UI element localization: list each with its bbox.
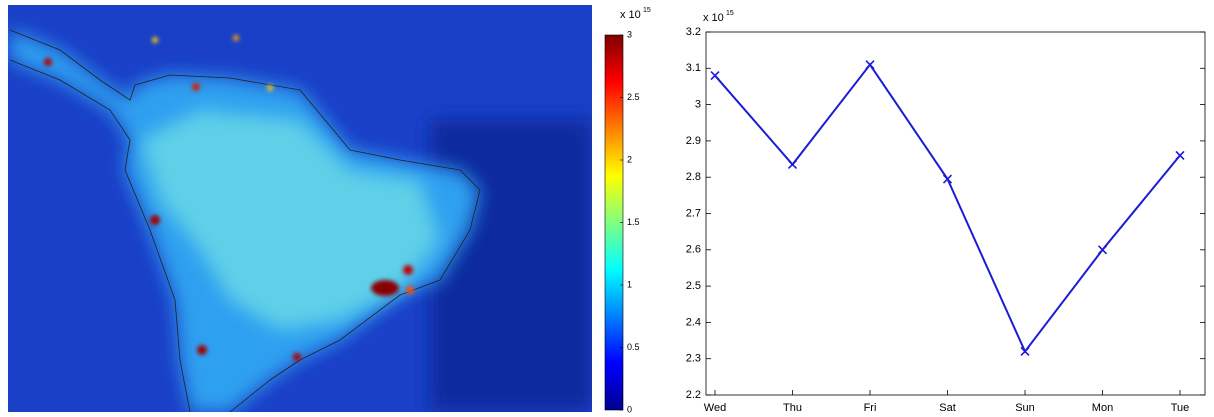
data-line: [714, 62, 1181, 354]
x-tick-label: Sat: [939, 402, 956, 414]
data-marker: [1097, 245, 1108, 255]
data-marker: [1175, 150, 1185, 160]
data-marker: [787, 159, 798, 170]
land-bright: [140, 110, 440, 330]
hotspots: [44, 35, 414, 361]
x-tick-label: Mon: [1092, 402, 1113, 414]
y-tick-label: 2.9: [686, 135, 701, 147]
ocean-dark: [430, 120, 592, 412]
x-tick-label: Tue: [1171, 402, 1190, 414]
colorbar-tick-label: 2: [627, 154, 632, 164]
y-tick-label: 2.2: [686, 389, 701, 401]
colorbar-tick-label: 0: [627, 404, 632, 414]
colorbar-tick-label: 1: [627, 279, 632, 289]
data-marker: [710, 70, 720, 81]
line-chart: 2.2 2.3 2.4 2.5 2.6 2.7 2.8 2.9 3 3.1 3.2 Wed Thu Fri…: [686, 10, 1206, 414]
y-tick-label: 3.2: [686, 26, 701, 38]
plot-frame: [705, 31, 1206, 396]
data-marker: [1020, 346, 1030, 357]
y-tick-label: 2.3: [686, 353, 701, 365]
x-tick-label: Sun: [1015, 402, 1035, 414]
colorbar-tick-label: 2.5: [627, 92, 640, 102]
y-tick-label: 2.5: [686, 280, 701, 292]
data-marker: [865, 60, 875, 70]
y-tick-label: 2.6: [686, 244, 701, 256]
y-tick-label: 2.4: [686, 316, 701, 328]
colorbar-tick-label: 3: [627, 29, 632, 39]
multiplier-exponent: 15: [726, 10, 734, 17]
y-tick-label: 2.8: [686, 171, 701, 183]
map: [8, 5, 592, 412]
y-tick-label: 3.1: [686, 62, 701, 74]
y-tick-label: 3: [695, 99, 701, 111]
x-tick-label: Wed: [704, 402, 726, 414]
multiplier-base: x 10: [703, 12, 724, 24]
multiplier-base: x 10: [620, 9, 641, 21]
coastline: [9, 29, 481, 412]
multiplier-exponent: 15: [643, 7, 651, 14]
x-tick-label: Thu: [783, 402, 802, 414]
colorbar-tick-label: 0.5: [627, 342, 640, 352]
colorbar: 0 0.5 1 1.5 2 2.5 3 x 10 15: [604, 7, 651, 414]
colorbar-tick-label: 1.5: [627, 217, 640, 227]
x-tick-label: Fri: [864, 402, 877, 414]
y-tick-label: 2.7: [686, 207, 701, 219]
data-marker: [942, 174, 953, 184]
